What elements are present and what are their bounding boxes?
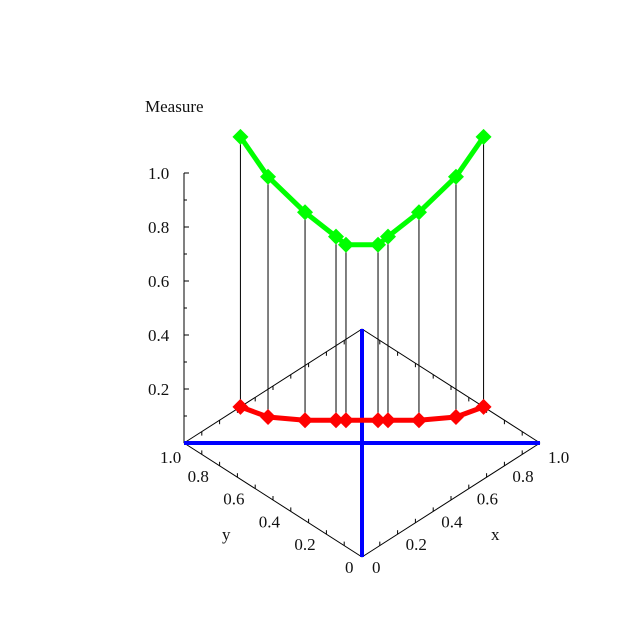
- z-tick-label: 0.4: [148, 326, 170, 345]
- data-point-1: [260, 168, 277, 185]
- x-tick-label: 0.6: [477, 490, 498, 509]
- series-line-1: [238, 135, 486, 248]
- x-axis-label: x: [491, 525, 500, 544]
- y-tick-label: 0.4: [259, 512, 281, 531]
- x-tick-label: 0.8: [512, 467, 533, 486]
- z-tick-label: 1.0: [148, 164, 169, 183]
- data-point-0: [379, 412, 396, 429]
- data-point-0: [447, 409, 464, 426]
- data-point-1: [232, 128, 249, 145]
- y-tick-label: 0: [345, 558, 354, 577]
- x-tick-label: 0: [372, 558, 381, 577]
- data-point-0: [410, 412, 427, 429]
- data-point-0: [337, 412, 354, 429]
- y-tick-label: 0.6: [223, 490, 244, 509]
- data-point-0: [232, 398, 249, 415]
- series-line-0: [239, 404, 485, 423]
- x-tick-label: 0.4: [441, 512, 463, 531]
- z-tick-label: 0.8: [148, 218, 169, 237]
- data-point-1: [410, 204, 427, 221]
- z-tick-label: 0.2: [148, 380, 169, 399]
- y-tick-label: 1.0: [160, 448, 181, 467]
- data-point-1: [328, 228, 345, 245]
- data-point-0: [475, 398, 492, 415]
- data-point-1: [475, 128, 492, 145]
- z-tick-label: 0.6: [148, 272, 169, 291]
- data-point-0: [370, 412, 387, 429]
- z-axis-label: Measure: [145, 97, 204, 116]
- y-axis-label: y: [222, 525, 231, 544]
- data-point-0: [260, 409, 277, 426]
- x-tick-label: 0.2: [406, 535, 427, 554]
- x-tick-label: 1.0: [548, 448, 569, 467]
- y-tick-label: 0.8: [188, 467, 209, 486]
- data-point-0: [328, 412, 345, 429]
- data-point-1: [337, 236, 354, 253]
- data-point-1: [370, 236, 387, 253]
- data-point-0: [297, 412, 314, 429]
- data-point-1: [379, 228, 396, 245]
- data-point-1: [297, 204, 314, 221]
- data-point-1: [447, 168, 464, 185]
- y-tick-label: 0.2: [294, 535, 315, 554]
